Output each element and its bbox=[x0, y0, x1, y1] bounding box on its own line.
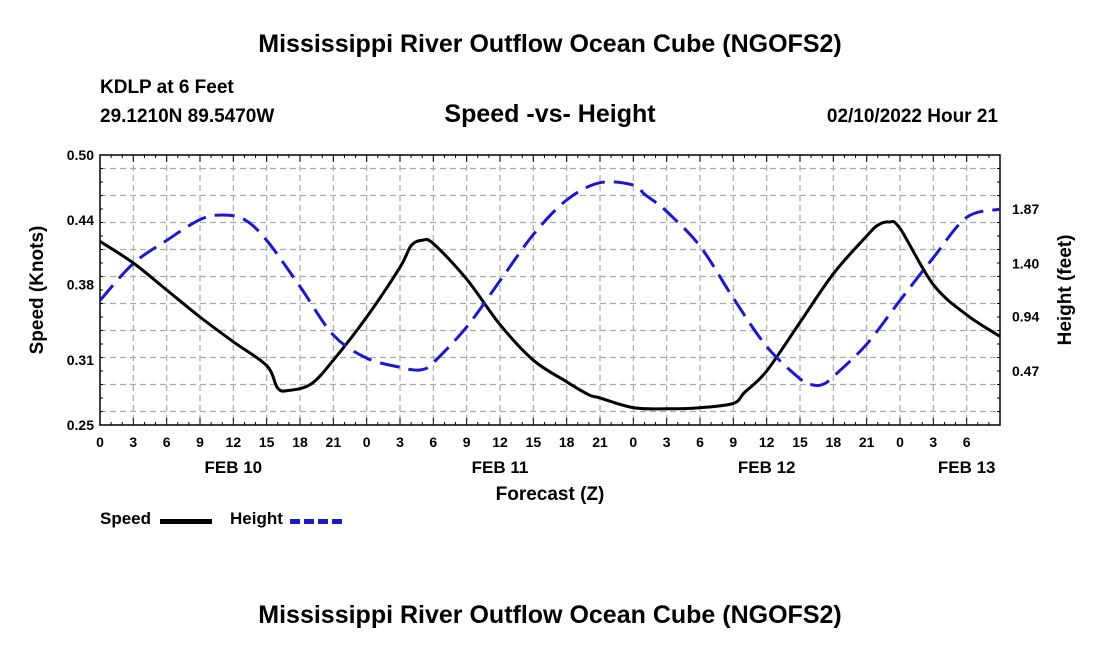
y-left-axis-title: Speed (Knots) bbox=[27, 226, 48, 355]
x-tick-label: 6 bbox=[163, 434, 171, 450]
x-tick-label: 3 bbox=[663, 434, 671, 450]
y-right-tick-label: 1.87 bbox=[1012, 201, 1039, 217]
x-tick-label: 9 bbox=[463, 434, 471, 450]
forecast-datetime: 02/10/2022 Hour 21 bbox=[826, 106, 998, 127]
footer-title: Mississippi River Outflow Ocean Cube (NG… bbox=[258, 601, 842, 629]
x-tick-label: 21 bbox=[592, 434, 608, 450]
station-coords: 29.1210N 89.5470W bbox=[100, 106, 275, 127]
x-tick-label: 12 bbox=[759, 434, 775, 450]
x-date-label: FEB 13 bbox=[938, 458, 996, 477]
legend-height-swatch bbox=[290, 519, 342, 524]
x-tick-label: 0 bbox=[896, 434, 904, 450]
x-date-label: FEB 11 bbox=[472, 458, 529, 477]
x-tick-label: 3 bbox=[929, 434, 937, 450]
y-left-tick-label: 0.31 bbox=[67, 352, 94, 368]
x-tick-label: 3 bbox=[129, 434, 137, 450]
x-tick-label: 15 bbox=[526, 434, 542, 450]
y-left-tick-label: 0.38 bbox=[67, 277, 94, 293]
x-tick-label: 21 bbox=[326, 434, 342, 450]
x-tick-label: 0 bbox=[363, 434, 371, 450]
x-tick-label: 12 bbox=[226, 434, 242, 450]
y-right-tick-label: 0.94 bbox=[1012, 309, 1039, 325]
x-tick-label: 3 bbox=[396, 434, 404, 450]
main-title: Mississippi River Outflow Ocean Cube (NG… bbox=[258, 30, 842, 58]
y-right-tick-label: 1.40 bbox=[1012, 255, 1039, 271]
x-tick-label: 18 bbox=[826, 434, 842, 450]
x-tick-label: 9 bbox=[196, 434, 204, 450]
x-date-label: FEB 10 bbox=[205, 458, 263, 477]
series-line-height bbox=[98, 180, 1001, 387]
x-tick-label: 0 bbox=[629, 434, 637, 450]
legend-height-label: Height bbox=[230, 509, 283, 528]
x-tick-label: 6 bbox=[963, 434, 971, 450]
x-tick-label: 15 bbox=[259, 434, 275, 450]
y-left-tick-label: 0.50 bbox=[67, 147, 94, 163]
x-tick-label: 18 bbox=[559, 434, 575, 450]
x-tick-label: 12 bbox=[492, 434, 508, 450]
x-tick-label: 0 bbox=[96, 434, 104, 450]
x-tick-label: 21 bbox=[859, 434, 875, 450]
x-tick-label: 6 bbox=[696, 434, 704, 450]
y-left-tick-label: 0.44 bbox=[67, 212, 94, 228]
legend-speed-swatch bbox=[160, 519, 212, 524]
x-date-label: FEB 12 bbox=[738, 458, 796, 477]
x-tick-label: 9 bbox=[729, 434, 737, 450]
y-right-tick-label: 0.47 bbox=[1012, 363, 1039, 379]
series-line-speed bbox=[99, 219, 1001, 411]
y-left-tick-label: 0.25 bbox=[67, 417, 94, 433]
y-right-axis-title: Height (feet) bbox=[1055, 235, 1076, 346]
x-tick-label: 6 bbox=[429, 434, 437, 450]
chart-title: Speed -vs- Height bbox=[444, 100, 656, 128]
station-label: KDLP at 6 Feet bbox=[100, 77, 234, 98]
x-tick-label: 15 bbox=[792, 434, 808, 450]
x-tick-label: 18 bbox=[292, 434, 308, 450]
legend-speed-label: Speed bbox=[100, 509, 152, 528]
x-axis-title: Forecast (Z) bbox=[496, 484, 605, 505]
